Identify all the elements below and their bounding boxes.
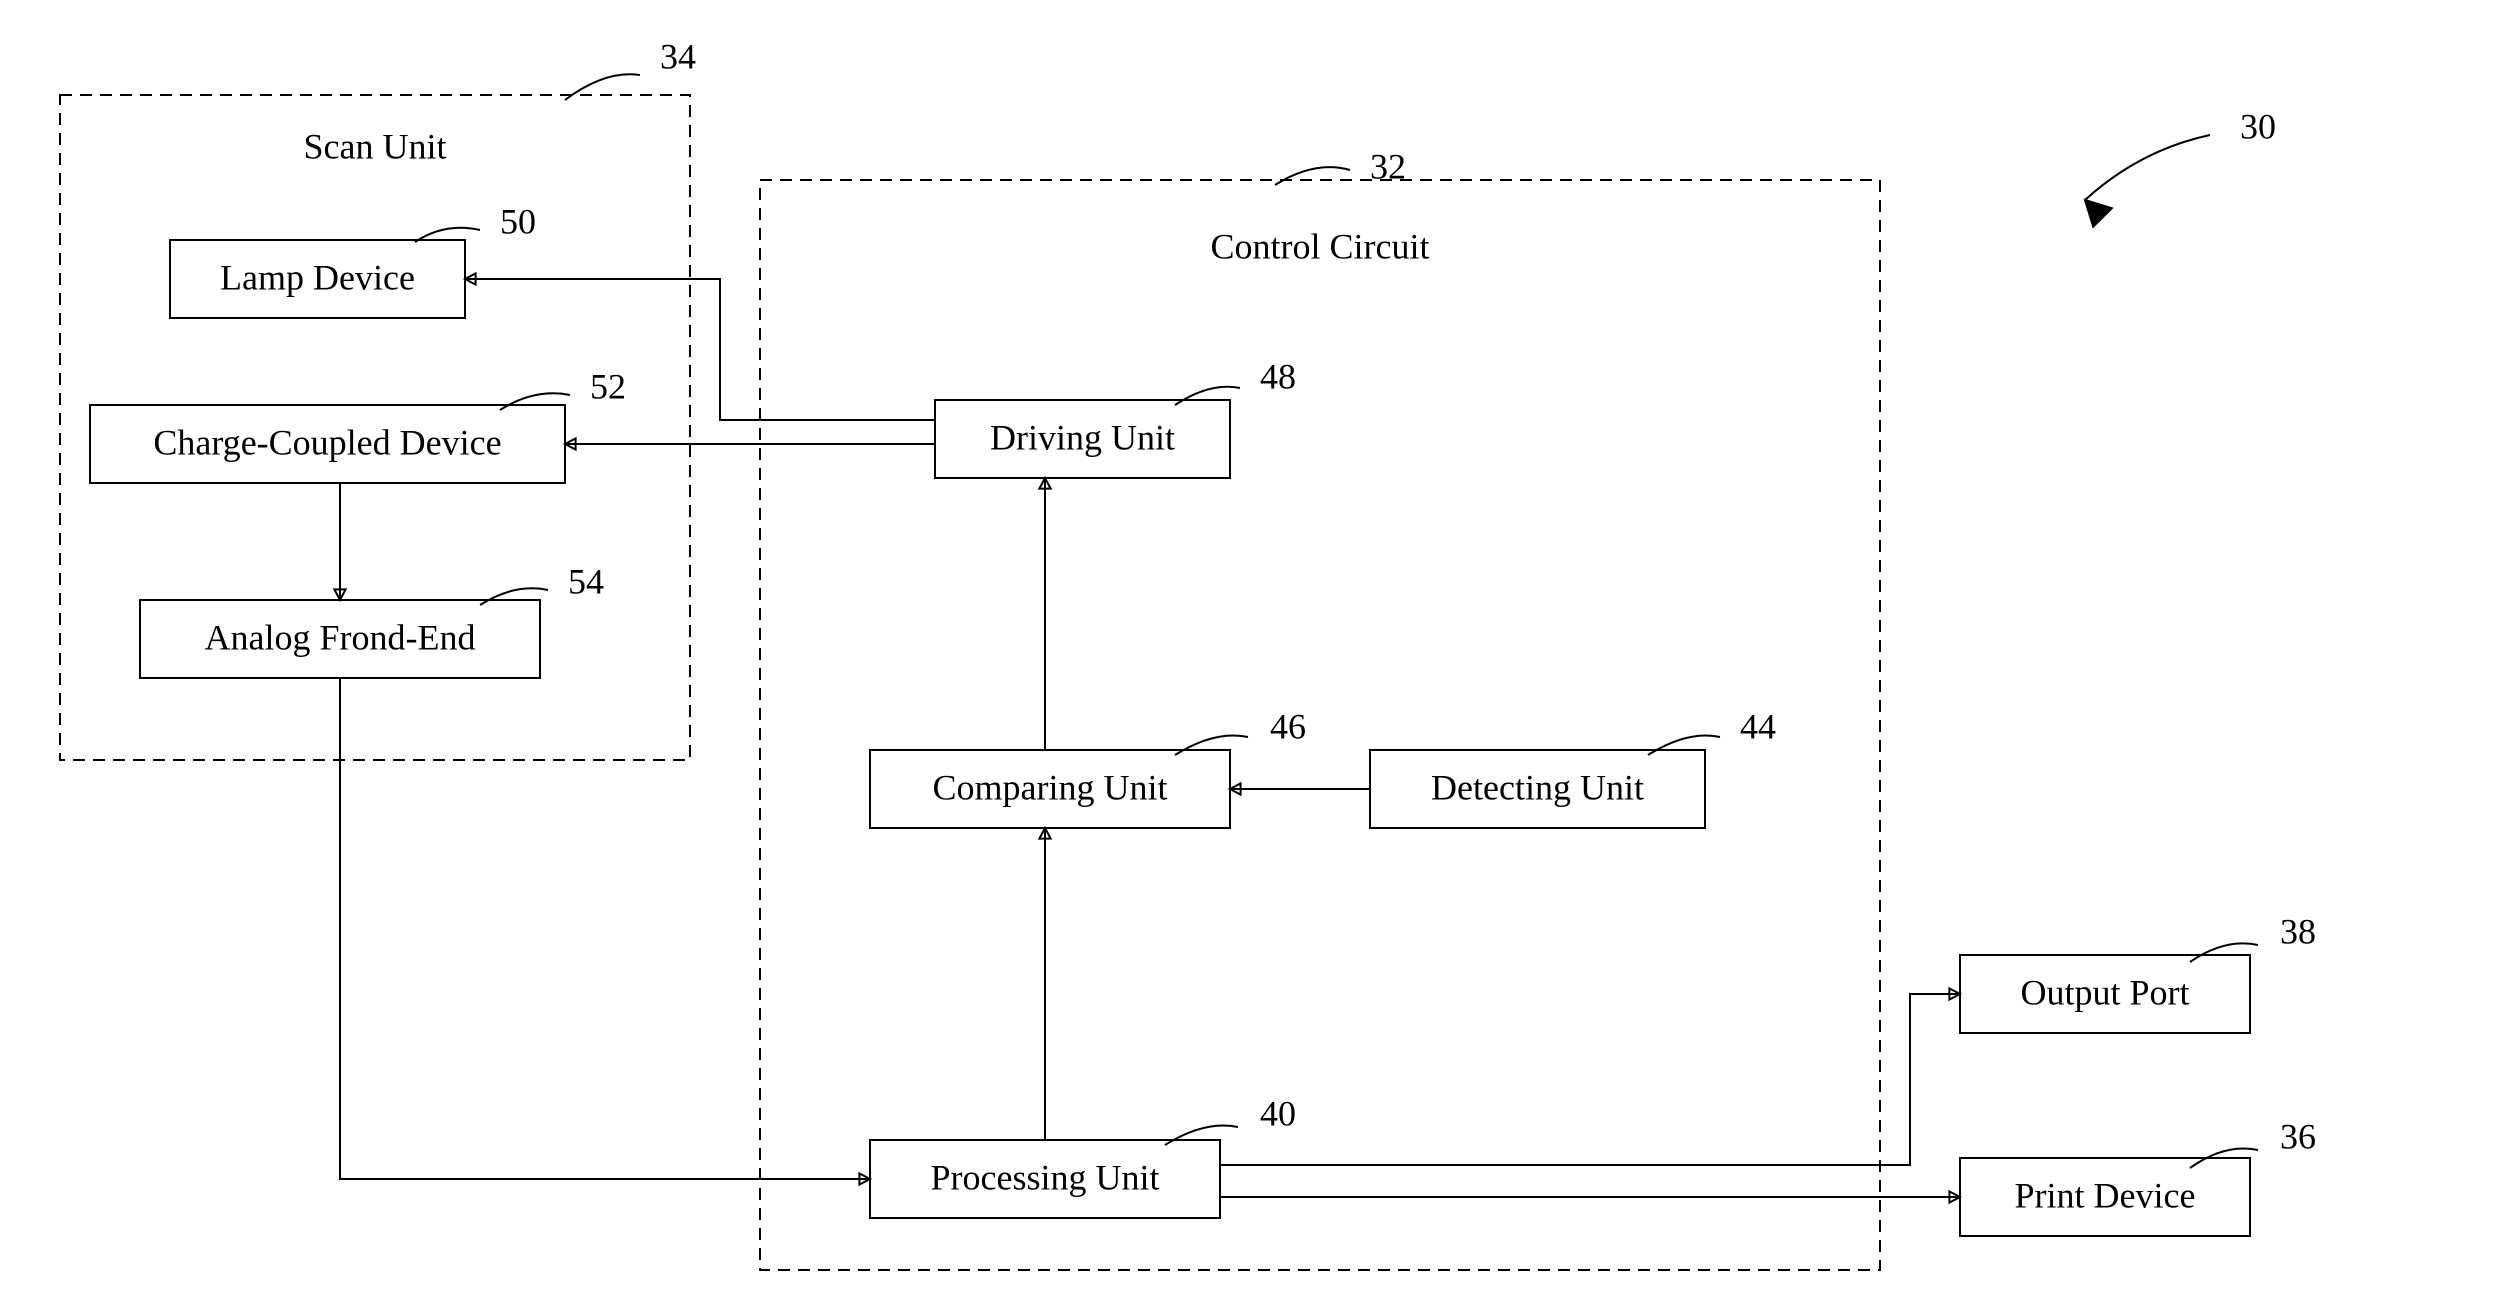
driving-ref: 48 <box>1260 356 1296 396</box>
processing-ref: 40 <box>1260 1093 1296 1133</box>
processing-label: Processing Unit <box>931 1157 1160 1197</box>
edge-driving-to-lamp <box>465 279 935 420</box>
ccd-label: Charge-Coupled Device <box>153 422 501 462</box>
comparing-ref: 46 <box>1270 706 1306 746</box>
detecting-ref: 44 <box>1740 706 1776 746</box>
comparing-label: Comparing Unit <box>933 767 1168 807</box>
scan_unit-ref: 34 <box>660 36 696 76</box>
edge-processing-to-output_port <box>1220 994 1960 1165</box>
detecting-ref-leader <box>1648 735 1720 755</box>
lamp-ref: 50 <box>500 201 536 241</box>
afe-ref: 54 <box>568 561 604 601</box>
lamp-label: Lamp Device <box>220 257 415 297</box>
overall-ref: 30 <box>2240 106 2276 146</box>
scan_unit-label: Scan Unit <box>304 126 447 166</box>
ccd-ref-leader <box>500 393 570 410</box>
control_circuit-ref-leader <box>1275 167 1350 185</box>
diagram-canvas: Scan Unit 34 Control Circuit 32 Lamp Device 5… <box>0 0 2515 1299</box>
control_circuit-ref: 32 <box>1370 146 1406 186</box>
processing-ref-leader <box>1165 1125 1238 1145</box>
output_port-ref-leader <box>2190 943 2258 962</box>
driving-label: Driving Unit <box>990 417 1175 457</box>
scan_unit-ref-leader <box>565 74 640 100</box>
detecting-label: Detecting Unit <box>1431 767 1644 807</box>
edge-afe-to-processing <box>340 678 870 1179</box>
control_circuit-group <box>760 180 1880 1270</box>
arrow-head <box>2085 200 2112 227</box>
output_port-label: Output Port <box>2020 972 2189 1012</box>
print_device-ref: 36 <box>2280 1116 2316 1156</box>
afe-label: Analog Frond-End <box>205 617 476 657</box>
afe-ref-leader <box>480 588 548 605</box>
print_device-label: Print Device <box>2015 1175 2196 1215</box>
control_circuit-label: Control Circuit <box>1211 226 1430 266</box>
overall-ref-arrow <box>2085 135 2210 200</box>
comparing-ref-leader <box>1175 735 1248 755</box>
ccd-ref: 52 <box>590 366 626 406</box>
output_port-ref: 38 <box>2280 911 2316 951</box>
